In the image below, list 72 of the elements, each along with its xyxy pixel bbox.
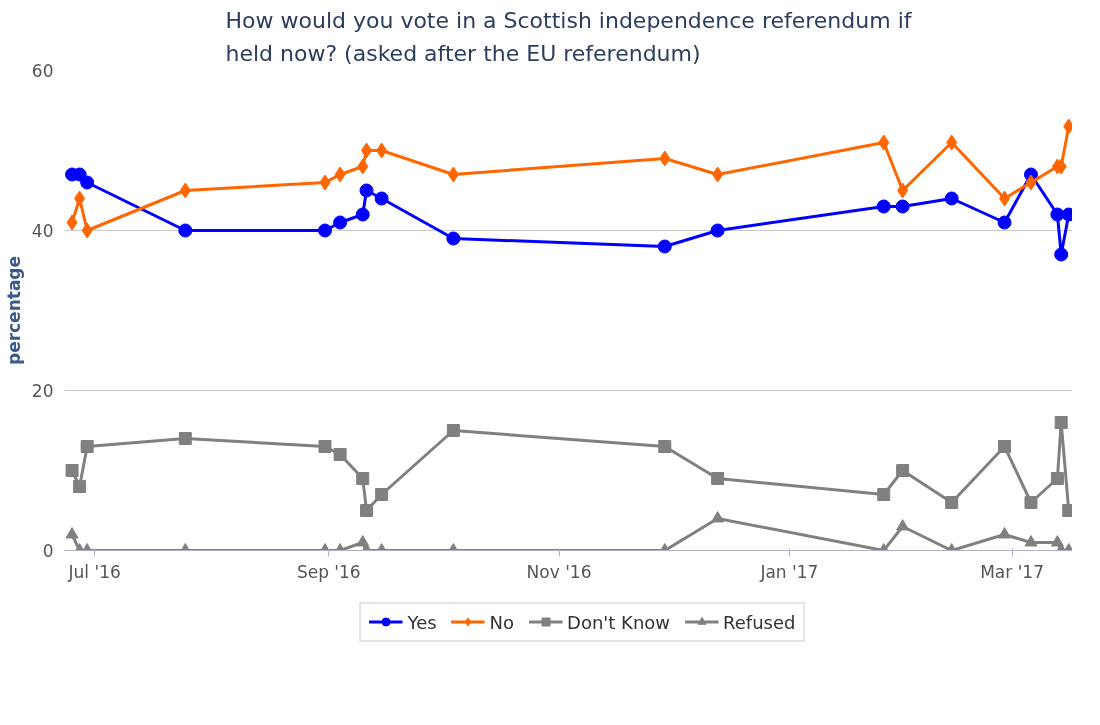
- point: [944, 191, 959, 206]
- x-tick-label: Sep '16: [296, 561, 361, 582]
- point: [319, 174, 331, 191]
- point: [74, 190, 86, 207]
- point: [178, 223, 193, 238]
- x-tick-label: Mar '17: [980, 561, 1044, 582]
- point: [658, 440, 672, 453]
- point: [318, 440, 332, 453]
- point: [712, 166, 724, 183]
- point: [376, 142, 388, 159]
- point: [356, 472, 370, 485]
- point: [876, 199, 891, 214]
- point: [946, 134, 958, 151]
- point: [711, 472, 725, 485]
- point: [178, 432, 192, 445]
- point: [711, 511, 725, 523]
- point: [333, 215, 348, 230]
- point: [80, 440, 94, 453]
- point: [945, 496, 959, 509]
- x-tick-label: Jul '16: [67, 561, 121, 582]
- point: [1054, 416, 1068, 429]
- point: [446, 231, 461, 246]
- point: [1050, 207, 1065, 222]
- point: [1024, 535, 1038, 547]
- point: [895, 199, 910, 214]
- point: [998, 527, 1012, 539]
- point: [65, 527, 79, 539]
- point: [357, 158, 369, 175]
- y-axis-title: percentage: [3, 255, 24, 366]
- point: [355, 207, 370, 222]
- point: [65, 464, 79, 477]
- point: [877, 488, 891, 501]
- point: [657, 239, 672, 254]
- point: [81, 222, 93, 239]
- point: [999, 190, 1011, 207]
- point: [447, 166, 459, 183]
- point: [1054, 247, 1069, 262]
- point: [66, 214, 78, 231]
- chart-title: How would you vote in a Scottish independence referendum if held now? (asked after the EU referendum): [225, 8, 913, 66]
- point: [317, 223, 332, 238]
- point: [361, 142, 373, 159]
- point: [334, 166, 346, 183]
- point: [659, 150, 671, 167]
- y-tick-label: 60: [31, 61, 54, 81]
- legend-label: Don't Know: [567, 611, 671, 632]
- point: [896, 519, 910, 531]
- y-tick-label: 0: [42, 541, 54, 561]
- point: [998, 440, 1012, 453]
- point: [710, 223, 725, 238]
- legend-label: No: [489, 611, 515, 632]
- point: [360, 504, 374, 517]
- x-tick-label: Nov '16: [526, 561, 592, 582]
- point: [73, 480, 87, 493]
- y-tick-label: 20: [31, 381, 54, 401]
- point: [896, 464, 910, 477]
- point: [878, 134, 890, 151]
- point: [179, 182, 191, 199]
- point: [446, 424, 460, 437]
- point: [1024, 496, 1038, 509]
- legend-label: Yes: [407, 611, 437, 632]
- point: [80, 175, 95, 190]
- x-tick-label: Jan '17: [759, 561, 819, 582]
- y-tick-label: 40: [31, 221, 54, 241]
- point: [897, 182, 909, 199]
- legend-label: Refused: [723, 611, 796, 632]
- point: [333, 448, 347, 461]
- point: [375, 488, 389, 501]
- point: [1025, 174, 1037, 191]
- point: [374, 191, 389, 206]
- point: [359, 183, 374, 198]
- point: [997, 215, 1012, 230]
- point: [1050, 472, 1064, 485]
